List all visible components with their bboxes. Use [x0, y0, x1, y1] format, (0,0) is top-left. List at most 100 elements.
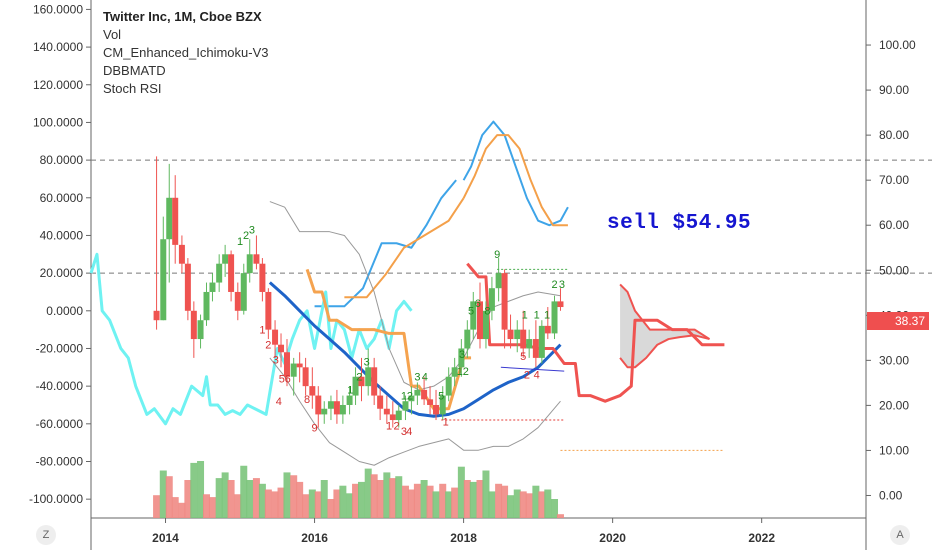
candle-body [389, 414, 396, 421]
candle-body [209, 282, 216, 292]
volume-bar [277, 487, 285, 518]
candle-body [433, 404, 440, 415]
volume-bar [457, 466, 465, 518]
volume-bar [420, 480, 428, 518]
candle-body [551, 301, 558, 334]
candle-body [272, 329, 279, 345]
volume-bar [178, 502, 186, 518]
td-count-label: 2 [551, 279, 557, 291]
td-count-label: 4 [276, 396, 282, 408]
candle-body [166, 197, 173, 240]
td-count-label: 3 [559, 279, 565, 291]
td-count-label: 2 [356, 371, 362, 383]
candle-body [253, 254, 260, 264]
volume-bar [197, 461, 205, 518]
right-tick-label: 20.00 [879, 398, 909, 412]
td-count-label: 6 [475, 298, 481, 310]
candle-body [197, 320, 204, 340]
right-tick-label: 60.00 [879, 218, 909, 232]
volume-bar [165, 476, 173, 518]
volume-bar [320, 480, 328, 518]
sell-annotation: sell $54.95 [607, 212, 752, 235]
volume-bar [308, 489, 316, 518]
volume-bar [234, 494, 242, 518]
series-stoch-d [462, 134, 568, 227]
volume-bar [476, 480, 484, 518]
volume-bar [333, 489, 341, 518]
candle-body [439, 395, 446, 415]
candle-body [544, 325, 551, 334]
candle-body [408, 395, 415, 402]
volume-bar [469, 481, 477, 518]
volume-bar [395, 476, 403, 518]
left-tick-label: 80.0000 [40, 153, 84, 167]
volume-bar [439, 483, 447, 518]
candle-body [290, 363, 297, 377]
td-count-label: 3 [401, 426, 407, 438]
td-count-label: 1 [259, 324, 265, 336]
volume-bar [389, 478, 397, 518]
right-tick-label: 30.00 [879, 353, 909, 367]
left-tick-label: 20.0000 [40, 266, 84, 280]
td-count-label: 8 [304, 394, 310, 406]
candle-body [172, 197, 179, 245]
candle-body [153, 310, 160, 321]
candle-body [526, 339, 533, 349]
candle-body [203, 291, 210, 321]
volume-bar [208, 497, 216, 518]
x-tick-label: 2014 [152, 531, 179, 545]
td-count-label: 3 [273, 355, 279, 367]
auto-scale-button[interactable]: A [890, 525, 910, 545]
volume-bar [538, 491, 546, 518]
macd-signal-line [500, 366, 565, 372]
volume-bar [302, 494, 310, 518]
td-count-label: 4 [534, 370, 540, 382]
volume-bar [184, 480, 192, 518]
zoom-reset-button[interactable]: Z [36, 525, 56, 545]
right-tick-label: 70.00 [879, 173, 909, 187]
candle-body [234, 291, 241, 311]
candle-body [488, 288, 495, 311]
candle-body [365, 367, 372, 387]
volume-bar [352, 483, 360, 518]
candle-body [346, 395, 353, 405]
volume-bar [190, 462, 198, 518]
volume-bar [290, 475, 298, 518]
volume-bar [153, 495, 161, 518]
td-count-label: 2 [463, 366, 469, 378]
candle-body [278, 344, 285, 353]
right-tick-label: 80.00 [879, 128, 909, 142]
volume-bar [519, 491, 527, 518]
candle-body [358, 376, 365, 387]
legend-item-dbbmatd: DBBMATD [103, 63, 166, 78]
candle-body [315, 395, 322, 415]
left-tick-label: 40.0000 [40, 228, 84, 242]
left-tick-label: -40.0000 [36, 379, 84, 393]
legend-item-vol: Vol [103, 27, 122, 42]
td-count-label: 6 [285, 373, 291, 385]
volume-bar [501, 485, 509, 518]
candle-body [464, 329, 471, 349]
right-tick-label: 50.00 [879, 263, 909, 277]
candle-body [352, 376, 359, 396]
candle-body [538, 325, 545, 358]
x-tick-label: 2020 [599, 531, 626, 545]
last-price-badge: 38.37 [867, 312, 929, 330]
volume-bar [271, 491, 279, 518]
td-count-label: 1 [347, 385, 353, 397]
volume-bar [495, 483, 503, 518]
td-count-label: 2 [393, 420, 399, 432]
td-count-label: 8 [484, 306, 490, 318]
volume-bar [451, 487, 459, 518]
td-count-label: 1 [237, 236, 243, 248]
td-count-label: 3 [414, 371, 420, 383]
volume-bar [482, 470, 490, 518]
candle-body [240, 273, 247, 311]
volume-bar [551, 499, 559, 518]
td-count-label: 5 [520, 351, 526, 363]
candle-body [283, 352, 290, 377]
series-stoch-k-early [314, 179, 457, 308]
td-count-label: 5 [279, 373, 285, 385]
td-count-label: 2 [243, 230, 249, 242]
